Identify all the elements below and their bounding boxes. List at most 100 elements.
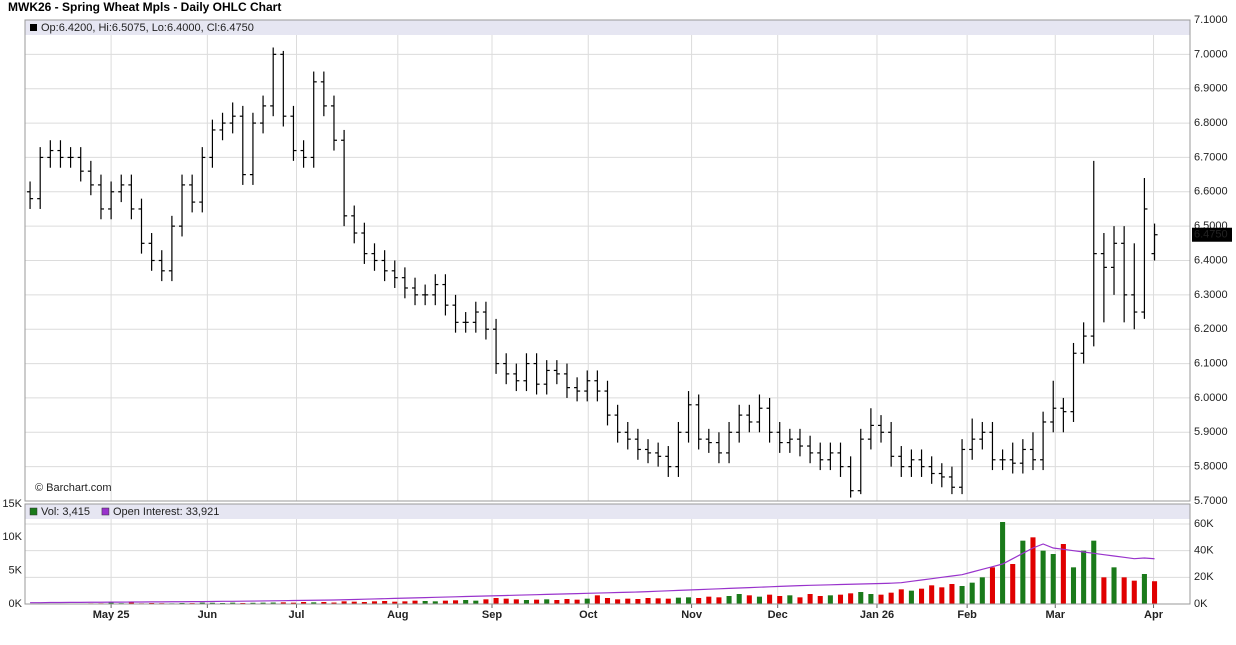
y-tick-label: 5.8000 <box>1194 461 1228 473</box>
volume-bar <box>746 595 752 604</box>
volume-bar <box>756 596 762 604</box>
x-tick-label: Feb <box>957 609 977 621</box>
volume-bar <box>382 601 388 604</box>
volume-bar <box>1040 550 1046 604</box>
volume-bar <box>919 588 925 604</box>
x-tick-label: Jul <box>289 609 305 621</box>
y-tick-label: 10K <box>2 531 22 543</box>
volume-bar <box>513 599 519 604</box>
volume-bar <box>706 596 712 604</box>
volume-bar <box>807 594 813 604</box>
credit: © Barchart.com <box>35 482 112 494</box>
volume-bar <box>463 600 469 604</box>
volume-bar <box>767 594 773 604</box>
x-tick-label: Oct <box>579 609 598 621</box>
volume-bar <box>1101 577 1107 604</box>
y-tick-label: 5.7000 <box>1194 495 1228 507</box>
x-tick-label: May 25 <box>93 609 130 621</box>
volume-bar <box>361 602 367 604</box>
volume-bar <box>260 602 266 604</box>
volume-bar <box>371 601 378 604</box>
volume-bar <box>1091 540 1097 604</box>
chart-title: MWK26 - Spring Wheat Mpls - Daily OHLC C… <box>8 0 281 14</box>
legend-swatch <box>101 507 110 516</box>
volume-bar <box>1152 581 1158 604</box>
volume-bar <box>615 599 621 604</box>
volume-bar <box>301 602 307 604</box>
y-tick-label: 5K <box>9 565 23 577</box>
volume-bar <box>1141 574 1147 604</box>
volume-bar <box>290 602 296 604</box>
volume-bar <box>523 600 529 604</box>
volume-bar <box>878 594 884 604</box>
info-band <box>25 20 1190 35</box>
volume-bar <box>473 600 479 604</box>
volume-bar <box>969 582 975 604</box>
y2-tick-label: 0K <box>1194 598 1208 610</box>
volume-bar <box>939 587 945 604</box>
volume-bar <box>199 602 205 604</box>
volume-bar <box>726 596 732 604</box>
volume-bar <box>898 589 904 604</box>
y2-tick-label: 40K <box>1194 545 1214 557</box>
volume-bar <box>209 602 215 604</box>
volume-bar <box>392 601 398 604</box>
volume-bar <box>1111 567 1117 604</box>
overlay: May 25 Jun Jul Aug Sep Oct Nov Dec Jan 26 Feb Mar A… <box>2 14 1232 621</box>
volume-bar <box>1000 522 1006 604</box>
volume-bar <box>665 598 671 604</box>
x-tick-label: Apr <box>1144 609 1164 621</box>
volume-bar <box>442 600 448 604</box>
volume-bar <box>716 597 722 604</box>
volume-bar <box>1020 540 1026 604</box>
volume-bar <box>817 596 823 604</box>
volume-bar <box>827 595 833 604</box>
y-tick-label: 6.4000 <box>1194 254 1228 266</box>
volume-bar <box>311 602 317 604</box>
volume-bar <box>1081 550 1087 604</box>
volume-bar <box>949 584 955 604</box>
last-price-box <box>1192 227 1232 242</box>
volume-bar <box>1050 554 1056 604</box>
volume-bar <box>453 600 459 604</box>
volume-bar <box>341 601 347 604</box>
x-tick-label: Dec <box>768 609 788 621</box>
y2-tick-label: 60K <box>1194 518 1214 530</box>
volume-bar <box>625 598 631 604</box>
volume-bar <box>858 592 864 604</box>
volume-bar <box>503 598 509 604</box>
y-tick-label: 6.8000 <box>1194 117 1228 129</box>
volume-bar <box>483 599 489 604</box>
marks <box>27 47 1158 604</box>
volume-bar <box>321 602 327 604</box>
volume-bar <box>1070 567 1077 604</box>
volume-bar <box>270 602 276 604</box>
y-tick-label: 7.0000 <box>1194 48 1228 60</box>
volume-bar <box>108 602 114 604</box>
last-price-label: 6.4750 <box>1194 229 1228 241</box>
volume-bar <box>777 596 783 604</box>
volume-bar <box>544 599 550 604</box>
volume-bar <box>594 595 600 604</box>
volume-bar <box>402 601 408 604</box>
volume-bar <box>959 586 965 604</box>
volume-bar <box>696 598 702 604</box>
oi-line <box>30 543 1155 604</box>
volume-bar <box>250 602 256 604</box>
volume-bar <box>989 567 995 604</box>
volume-bar <box>432 601 438 604</box>
volume-bar <box>584 598 590 604</box>
volume-bar <box>787 595 793 604</box>
legend-band <box>25 504 1190 519</box>
y-tick-label: 0K <box>9 598 23 610</box>
y-tick-label: 7.1000 <box>1194 14 1228 26</box>
volume-bar <box>331 602 337 604</box>
legend-label: Open Interest: 33,921 <box>113 506 219 518</box>
y-tick-label: 15K <box>2 498 22 510</box>
volume-bar <box>888 592 894 604</box>
y-tick-label: 6.1000 <box>1194 357 1228 369</box>
volume-bar <box>422 601 428 604</box>
volume-bar <box>979 577 985 604</box>
legend-label: Vol: 3,415 <box>41 506 90 518</box>
